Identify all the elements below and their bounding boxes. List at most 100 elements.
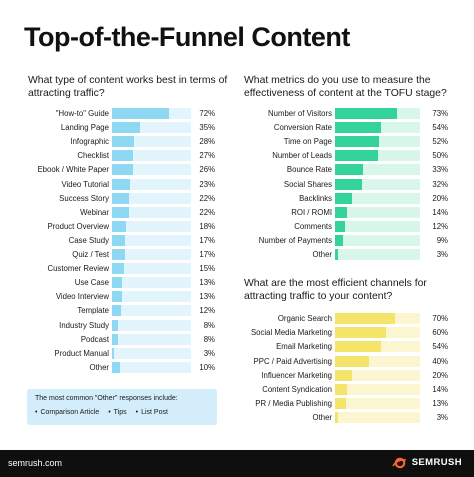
bar-track <box>112 263 191 275</box>
note-items: Comparison Article Tips List Post <box>35 408 167 418</box>
footer-bar: semrush.com SEMRUSH <box>0 450 474 477</box>
bar <box>335 412 338 424</box>
other-responses-note: The most common "Other" responses includ… <box>27 389 217 425</box>
bar-label: Email Marketing <box>276 342 332 352</box>
footer-url[interactable]: semrush.com <box>8 458 63 468</box>
bar <box>335 234 343 246</box>
bar <box>112 164 133 176</box>
bar-track <box>112 178 191 190</box>
bar-value-label: 15% <box>199 264 215 274</box>
bar <box>335 136 380 148</box>
bar-value-label: 27% <box>199 151 215 161</box>
bar-row: Success Story 22% <box>27 192 215 205</box>
bar-track <box>112 361 191 373</box>
bar-row: Time on Page 52% <box>243 135 448 148</box>
bar-value-label: 22% <box>199 193 215 203</box>
bar-row: Number of Payments 9% <box>243 234 448 247</box>
bar-label: PR / Media Publishing <box>255 399 332 409</box>
bar-track <box>112 333 191 345</box>
bar-label: Quiz / Test <box>72 250 109 259</box>
bar-value-label: 14% <box>432 385 448 394</box>
bar-track <box>112 136 191 148</box>
chart-3-question: What are the most efficient channels for… <box>244 278 427 302</box>
bar <box>112 263 124 275</box>
bar-value-label: 10% <box>199 362 215 372</box>
bar-value-label: 8% <box>203 320 215 330</box>
bar-row: Landing Page 35% <box>27 121 215 134</box>
bar-track <box>112 122 191 134</box>
bar-track <box>335 192 420 204</box>
bar-track <box>112 277 191 289</box>
bar-label: Webinar <box>80 207 109 217</box>
bar-label: Use Case <box>74 278 109 288</box>
bar-value-label: 9% <box>436 235 448 245</box>
bar-value-label: 73% <box>432 109 448 118</box>
bar <box>335 164 364 176</box>
bar-track <box>335 249 420 260</box>
bar-track <box>112 305 191 317</box>
semrush-logo[interactable]: SEMRUSH <box>391 456 462 470</box>
bar-label: Customer Review <box>47 264 109 274</box>
bar-label: Template <box>77 306 109 316</box>
bar-track <box>335 341 420 353</box>
bar-label: Number of Leads <box>272 151 332 161</box>
bar-row: Industry Study 8% <box>27 319 215 332</box>
bar <box>335 192 352 204</box>
bar-track <box>335 136 420 148</box>
bar-row: Video Tutorial 23% <box>27 178 215 191</box>
bar-label: Landing Page <box>60 123 109 133</box>
bar <box>335 206 347 218</box>
bar <box>112 319 119 331</box>
bar-value-label: 20% <box>432 370 448 380</box>
bar-value-label: 26% <box>199 165 215 175</box>
bar-track <box>335 313 420 324</box>
chart-2-question: What metrics do you use to measure the e… <box>244 75 447 99</box>
bar-row: Social Shares 32% <box>243 178 448 191</box>
bar-label: Other <box>312 250 333 259</box>
semrush-flame-icon <box>391 457 406 469</box>
bar-track <box>335 164 420 176</box>
bar-track <box>335 206 420 218</box>
bar-label: Time on Page <box>283 137 332 147</box>
bar-value-label: 52% <box>432 137 448 147</box>
bar-label: Influencer Marketing <box>261 370 332 380</box>
bar-track <box>112 291 191 303</box>
bar-label: Comments <box>294 221 332 231</box>
bar-row: Checklist 27% <box>27 149 215 162</box>
bar-value-label: 17% <box>199 235 215 245</box>
bar-value-label: 23% <box>199 179 215 189</box>
bar-track <box>335 108 420 119</box>
bar-label: "How-to" Guide <box>55 109 109 118</box>
bar <box>112 206 130 218</box>
bar <box>335 108 398 119</box>
bar-row: Webinar 22% <box>27 206 215 219</box>
bar-label: Podcast <box>80 334 109 344</box>
bar <box>335 384 347 395</box>
bar-track <box>112 220 191 232</box>
bar-row: Email Marketing 54% <box>243 340 448 353</box>
bar-value-label: 72% <box>199 109 215 118</box>
bar <box>335 369 352 381</box>
bar-label: Ebook / White Paper <box>37 165 109 175</box>
bar <box>112 347 115 359</box>
bar-row: Podcast 8% <box>27 333 215 346</box>
bar-row: Ebook / White Paper 26% <box>27 163 215 176</box>
bar-track <box>112 150 191 162</box>
bar <box>112 291 123 303</box>
bar <box>335 398 347 410</box>
bar-label: Product Manual <box>54 348 109 358</box>
bar <box>112 122 140 134</box>
chart-tofu-metrics: Number of Visitors 73% Conversion Rate 54% T… <box>243 107 448 262</box>
bar <box>112 234 126 246</box>
bar-track <box>112 347 191 359</box>
bar-value-label: 3% <box>436 250 448 259</box>
bar-value-label: 50% <box>432 151 448 161</box>
bar <box>335 150 378 162</box>
bar <box>112 220 127 232</box>
bar-row: Influencer Marketing 20% <box>243 369 448 382</box>
bar-track <box>335 412 420 424</box>
bar-value-label: 18% <box>199 221 215 231</box>
bar-track <box>112 249 191 260</box>
bar-row: "How-to" Guide 72% <box>27 107 215 120</box>
bar <box>335 220 346 232</box>
